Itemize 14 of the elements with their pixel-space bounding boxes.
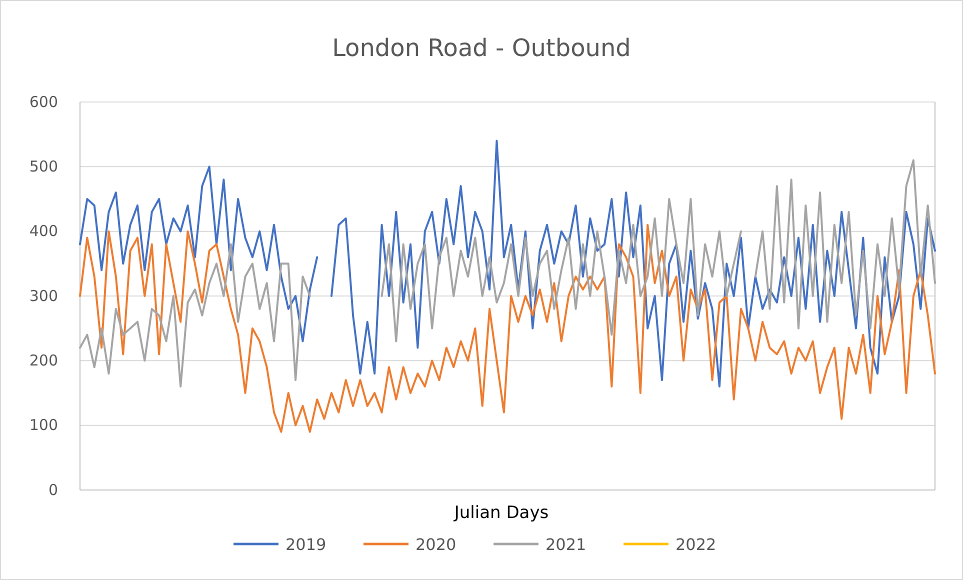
y-tick-label: 500 bbox=[29, 157, 58, 176]
legend-label: 2019 bbox=[286, 535, 326, 554]
y-tick-label: 300 bbox=[29, 286, 58, 305]
legend-label: 2021 bbox=[546, 535, 586, 554]
y-tick-label: 400 bbox=[29, 222, 58, 240]
y-tick-label: 100 bbox=[29, 416, 58, 434]
line-series bbox=[79, 224, 936, 433]
y-tick-label: 600 bbox=[29, 92, 58, 111]
legend-label: 2020 bbox=[416, 535, 456, 554]
chart-title: London Road - Outbound bbox=[332, 34, 631, 62]
y-tick-label: 200 bbox=[29, 351, 58, 370]
legend-label: 2022 bbox=[676, 535, 716, 554]
x-axis-title: Julian Days bbox=[453, 503, 549, 523]
y-tick-label: 0 bbox=[48, 480, 58, 499]
